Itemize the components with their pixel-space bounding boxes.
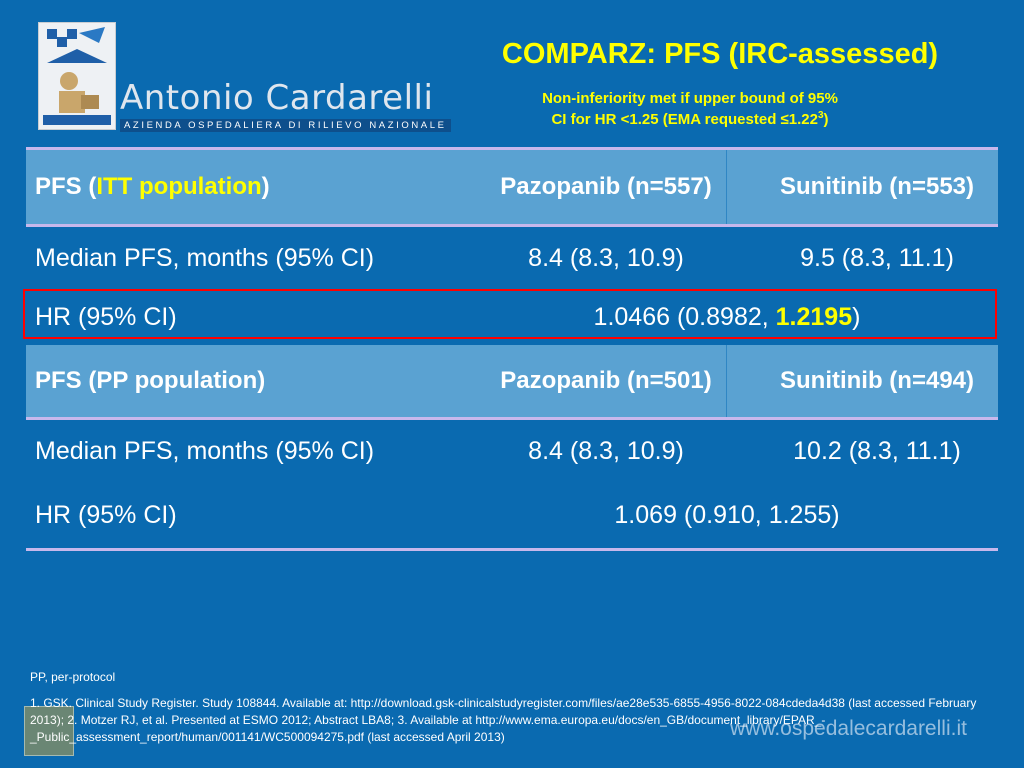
column-divider bbox=[726, 345, 727, 417]
table-separator bbox=[26, 147, 998, 150]
hospital-logo: Antonio Cardarelli AZIENDA OSPEDALIERA D… bbox=[38, 22, 451, 132]
itt-header-sunitinib: Sunitinib (n=553) bbox=[779, 173, 974, 200]
footnote-abbreviation: PP, per-protocol bbox=[30, 670, 116, 684]
itt-hr-value-post: ) bbox=[852, 302, 861, 331]
pp-median-label: Median PFS, months (95% CI) bbox=[35, 436, 375, 465]
column-divider bbox=[726, 150, 727, 224]
pfs-table: PFS (ITT population) Pazopanib (n=557) S… bbox=[23, 147, 998, 551]
slide-subtitle: Non-inferiority met if upper bound of 95… bbox=[480, 88, 900, 130]
itt-median-sunitinib: 9.5 (8.3, 11.1) bbox=[800, 243, 954, 272]
table-separator bbox=[26, 417, 998, 420]
itt-hr-value: 1.0466 (0.8982, 1.2195) bbox=[456, 303, 998, 332]
pp-hr-label: HR (95% CI) bbox=[35, 500, 177, 529]
pp-median-sunitinib: 10.2 (8.3, 11.1) bbox=[793, 436, 961, 465]
pp-hr-value: 1.069 (0.910, 1.255) bbox=[614, 500, 840, 529]
hospital-emblem-icon bbox=[38, 22, 116, 130]
subtitle-superscript: 3 bbox=[817, 110, 824, 121]
itt-header-row: PFS (ITT population) Pazopanib (n=557) S… bbox=[26, 150, 998, 224]
table-separator bbox=[26, 224, 998, 227]
itt-median-label: Median PFS, months (95% CI) bbox=[35, 243, 375, 272]
hospital-photo-thumbnail bbox=[24, 706, 74, 756]
pp-header-row: PFS (PP population) Pazopanib (n=501) Su… bbox=[26, 345, 998, 417]
table-separator bbox=[26, 548, 998, 551]
hr-highlight-box bbox=[23, 289, 997, 339]
pp-median-pazopanib: 8.4 (8.3, 10.9) bbox=[528, 436, 684, 465]
references: 1. GSK. Clinical Study Register. Study 1… bbox=[30, 696, 977, 744]
itt-hr-row: HR (95% CI) 1.0466 (0.8982, 1.2195) bbox=[23, 289, 998, 345]
pp-hr-row: HR (95% CI) 1.069 (0.910, 1.255) bbox=[26, 482, 998, 548]
pp-header-pazopanib: Pazopanib (n=501) bbox=[500, 367, 712, 394]
subtitle-tail: ) bbox=[823, 111, 829, 128]
pp-header-sunitinib: Sunitinib (n=494) bbox=[779, 367, 974, 394]
pp-header-label: PFS (PP population) bbox=[35, 367, 266, 394]
slide-title: COMPARZ: PFS (IRC-assessed) bbox=[501, 38, 939, 70]
itt-header-highlight: ITT population bbox=[96, 173, 262, 200]
subtitle-line1: Non-inferiority met if upper bound of 95… bbox=[542, 90, 838, 107]
itt-header-label: PFS (ITT population) bbox=[26, 173, 456, 201]
hospital-name: Antonio Cardarelli bbox=[120, 78, 434, 118]
subtitle-line2: CI for HR <1.25 (EMA requested ≤1.22 bbox=[551, 111, 818, 128]
itt-hr-upper-bound: 1.2195 bbox=[775, 302, 853, 331]
itt-median-row: Median PFS, months (95% CI) 8.4 (8.3, 10… bbox=[26, 227, 998, 289]
itt-header-pazopanib: Pazopanib (n=557) bbox=[500, 173, 712, 200]
itt-hr-label: HR (95% CI) bbox=[35, 302, 177, 331]
pp-median-row: Median PFS, months (95% CI) 8.4 (8.3, 10… bbox=[26, 420, 998, 482]
itt-hr-value-pre: 1.0466 (0.8982, bbox=[593, 302, 776, 331]
hospital-subtitle: AZIENDA OSPEDALIERA DI RILIEVO NAZIONALE bbox=[120, 119, 451, 132]
website-link[interactable]: www.ospedalecardarelli.it bbox=[730, 717, 967, 740]
itt-header-post: ) bbox=[261, 173, 270, 200]
itt-median-pazopanib: 8.4 (8.3, 10.9) bbox=[528, 243, 684, 272]
itt-header-pre: PFS ( bbox=[35, 173, 97, 200]
